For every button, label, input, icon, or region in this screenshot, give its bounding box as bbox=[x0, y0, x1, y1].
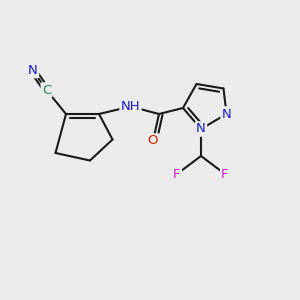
Text: N: N bbox=[28, 64, 38, 77]
Text: C: C bbox=[42, 83, 51, 97]
Text: NH: NH bbox=[121, 100, 140, 113]
Text: F: F bbox=[173, 167, 181, 181]
Text: F: F bbox=[221, 167, 229, 181]
Text: N: N bbox=[222, 107, 231, 121]
Text: O: O bbox=[148, 134, 158, 148]
Text: N: N bbox=[196, 122, 206, 136]
